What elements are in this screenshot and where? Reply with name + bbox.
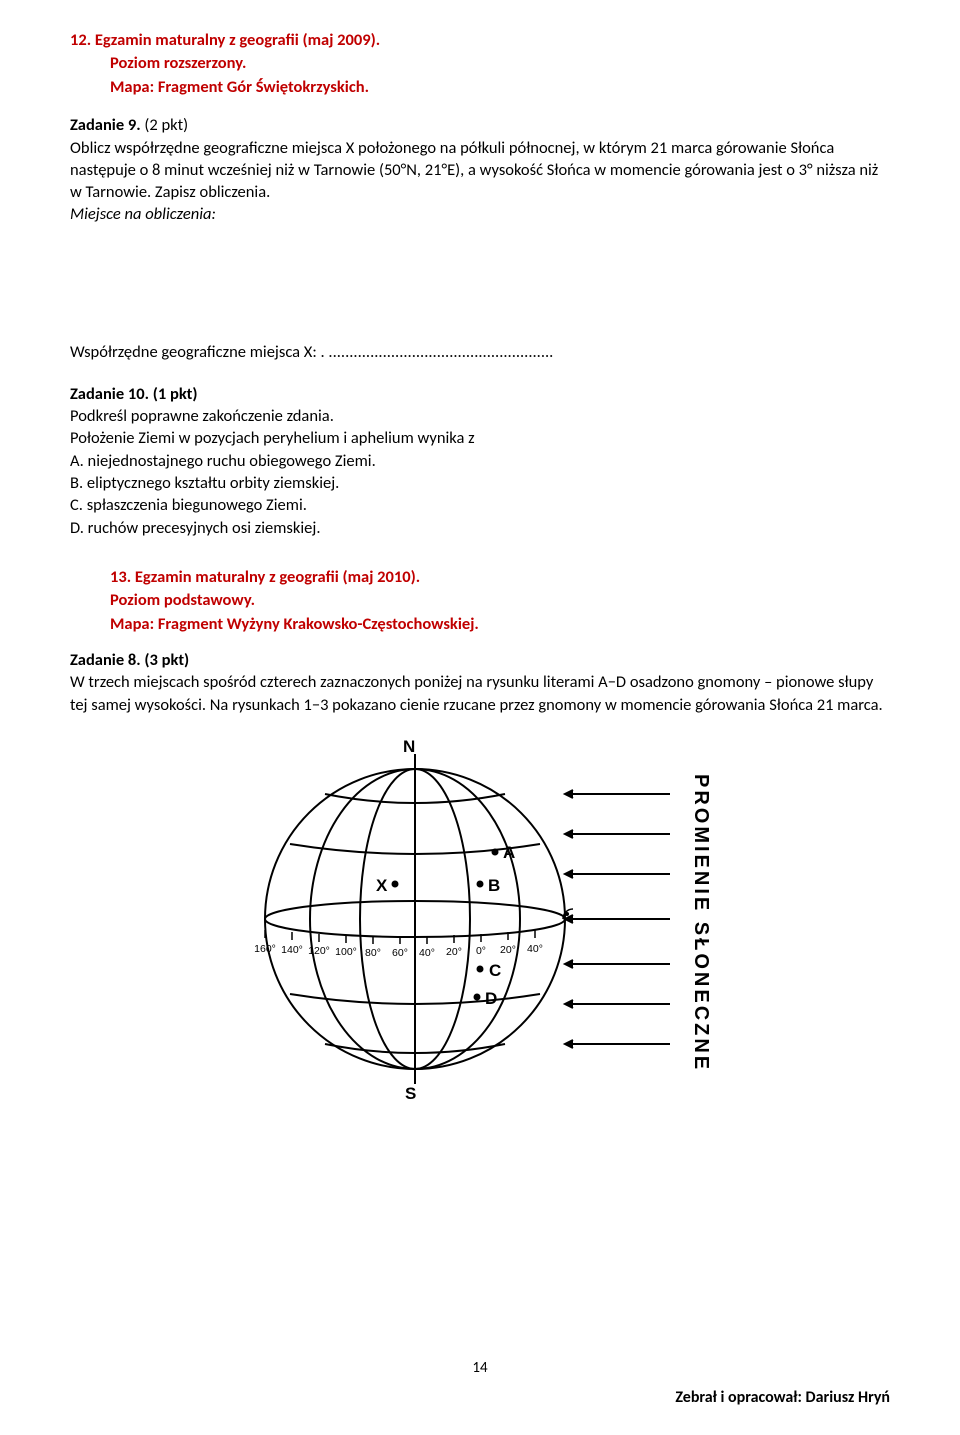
globe-diagram: N S A B X C D 160° 140° 120° 100° 80° 60… [245, 734, 715, 1109]
diagram-side-label: PROMIENIE SŁONECZNE [690, 774, 712, 1072]
task-9-result-label: Współrzędne geograficzne miejsca X: . [70, 342, 325, 362]
task-9-points: (2 pkt) [144, 115, 188, 135]
task-9-number: Zadanie 9. [70, 115, 141, 135]
diagram-label-s: S [405, 1084, 416, 1103]
task-9-head: Zadanie 9. (2 pkt) [70, 114, 890, 136]
tick-5: 60° [392, 947, 408, 959]
task-9-result: Współrzędne geograficzne miejsca X: . ..… [70, 341, 890, 363]
tick-8: 0° [476, 945, 486, 957]
task-10-option-a: A. niejednostajnego ruchu obiegowego Zie… [70, 450, 890, 472]
tick-10: 40° [527, 943, 543, 955]
diagram-label-d: D [485, 989, 497, 1008]
section-12-sub2: Mapa: Fragment Gór Świętokrzyskich. [110, 77, 890, 98]
task-8-head: Zadanie 8. (3 pkt) [70, 649, 890, 671]
section-13-sub1: Poziom podstawowy. [110, 590, 890, 611]
tick-0: 160° [254, 943, 276, 955]
diagram-label-n: N [403, 737, 415, 756]
section-13-title: 13. Egzamin maturalny z geografii (maj 2… [110, 567, 890, 588]
task-10-option-c: C. spłaszczenia biegunowego Ziemi. [70, 494, 890, 516]
tick-3: 100° [335, 946, 357, 958]
tick-2: 120° [308, 945, 330, 957]
tick-6: 40° [419, 947, 435, 959]
diagram-label-b: B [488, 876, 500, 895]
section-12-title: 12. Egzamin maturalny z geografii (maj 2… [70, 30, 890, 51]
tick-4: 80° [365, 947, 381, 959]
footer-credit: Zebrał i opracował: Dariusz Hryń [675, 1388, 890, 1407]
task-8-text: W trzech miejscach spośród czterech zazn… [70, 671, 890, 716]
task-10-option-b: B. eliptycznego kształtu orbity ziemskie… [70, 472, 890, 494]
task-10-stem: Położenie Ziemi w pozycjach peryhelium i… [70, 427, 890, 449]
task-10-head: Zadanie 10. (1 pkt) [70, 383, 890, 405]
task-9-text: Oblicz współrzędne geograficzne miejsca … [70, 137, 890, 204]
tick-1: 140° [281, 944, 303, 956]
task-9-calc-label: Miejsce na obliczenia: [70, 203, 890, 225]
diagram-label-a: A [503, 843, 515, 862]
diagram-label-c: C [489, 961, 501, 980]
calc-space [70, 226, 890, 341]
task-10-instruction: Podkreśl poprawne zakończenie zdania. [70, 405, 890, 427]
tick-9: 20° [500, 944, 516, 956]
page-number: 14 [0, 1359, 960, 1377]
tick-7: 20° [446, 946, 462, 958]
task-9-result-dots: ........................................… [325, 342, 554, 362]
diagram-label-x: X [376, 876, 388, 895]
task-10-option-d: D. ruchów precesyjnych osi ziemskiej. [70, 517, 890, 539]
section-12-sub1: Poziom rozszerzony. [110, 53, 890, 74]
section-13-sub2: Mapa: Fragment Wyżyny Krakowsko-Częstoch… [110, 614, 890, 635]
